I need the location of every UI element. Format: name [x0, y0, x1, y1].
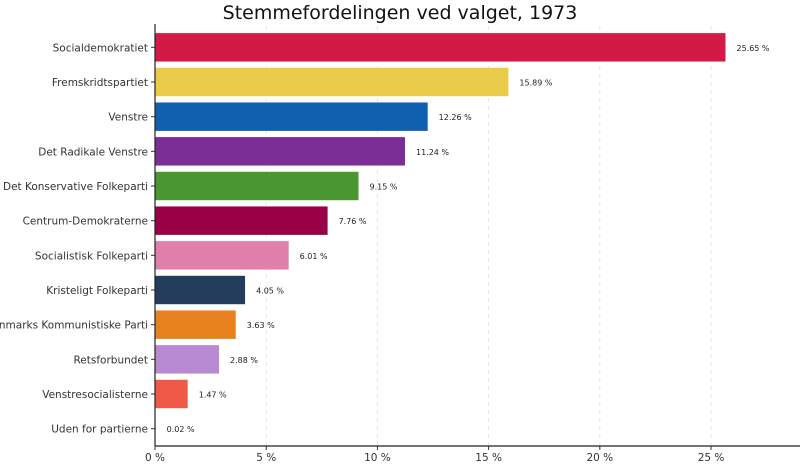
category-label: Uden for partierne — [51, 424, 148, 436]
category-label: Det Radikale Venstre — [38, 146, 148, 158]
bar — [155, 345, 220, 374]
category-label: Fremskridtspartiet — [52, 77, 148, 89]
bar — [155, 102, 428, 131]
axes: Socialdemokratiet Fremskridtspartiet Venst… — [0, 24, 800, 464]
bar — [155, 241, 289, 270]
bar — [155, 379, 188, 409]
category-label: Venstre — [108, 112, 148, 124]
category-label: Venstresocialisterne — [42, 389, 148, 401]
value-label: 12.26 % — [439, 113, 472, 122]
value-label: 3.63 % — [247, 321, 275, 330]
x-tick-label: 10 % — [364, 452, 391, 464]
value-label: 6.01 % — [300, 252, 328, 261]
bar — [155, 171, 359, 201]
bar — [155, 275, 246, 305]
bar — [155, 206, 328, 235]
value-label: 15.89 % — [519, 79, 552, 88]
bars: 25.65 % 15.89 % 12.26 % 11.24 % 9.15 % 7.76 %… — [155, 33, 770, 443]
chart-title: Stemmefordelingen ved valget, 1973 — [222, 2, 578, 24]
gridlines — [265, 26, 712, 446]
value-label: 0.02 % — [167, 425, 195, 434]
value-label: 25.65 % — [736, 44, 769, 53]
category-label: Socialdemokratiet — [53, 42, 148, 54]
category-label: Centrum-Demokraterne — [23, 216, 148, 228]
bar — [155, 67, 509, 97]
category-label: Kristeligt Folkeparti — [46, 285, 148, 297]
bar — [155, 137, 405, 166]
x-tick-label: 25 % — [698, 452, 725, 464]
value-label: 7.76 % — [339, 217, 367, 226]
category-label: Socialistisk Folkeparti — [35, 250, 148, 262]
x-tick-label: 20 % — [586, 452, 613, 464]
value-label: 2.88 % — [230, 356, 258, 365]
x-tick-label: 0 % — [145, 452, 165, 464]
x-tick-label: 5 % — [256, 452, 276, 464]
value-label: 11.24 % — [416, 148, 449, 157]
category-label: Danmarks Kommunistiske Parti — [0, 320, 148, 332]
category-label: Retsforbundet — [73, 354, 148, 366]
bar — [155, 33, 726, 62]
value-label: 4.05 % — [256, 287, 284, 296]
bar — [155, 310, 236, 339]
category-label: Det Konservative Folkeparti — [3, 181, 148, 193]
value-label: 1.47 % — [199, 391, 227, 400]
x-tick-label: 15 % — [475, 452, 502, 464]
value-label: 9.15 % — [370, 183, 398, 192]
